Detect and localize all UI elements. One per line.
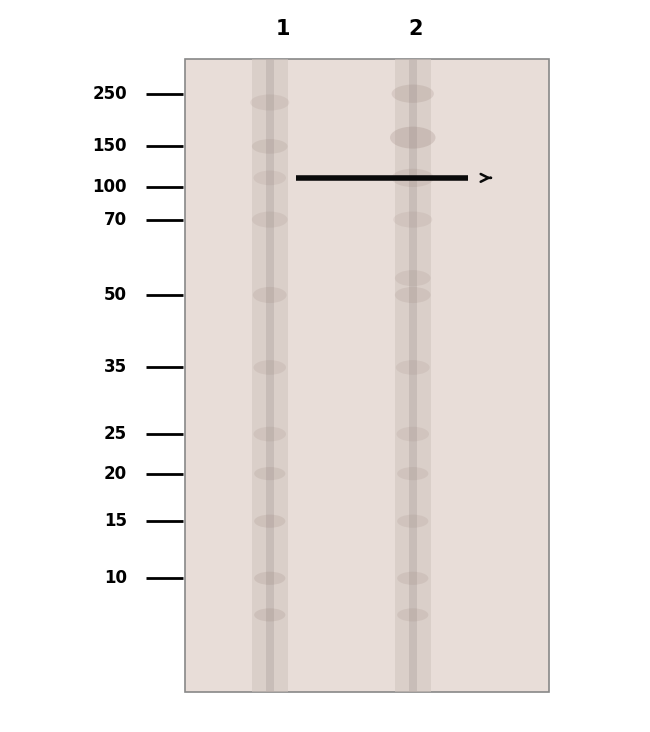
Bar [185, 59, 549, 692]
Ellipse shape [391, 169, 434, 187]
Ellipse shape [254, 572, 285, 585]
Ellipse shape [397, 572, 428, 585]
Ellipse shape [396, 427, 429, 441]
Ellipse shape [397, 467, 428, 480]
Ellipse shape [250, 94, 289, 111]
Text: 10: 10 [104, 569, 127, 587]
Text: 35: 35 [103, 359, 127, 376]
Ellipse shape [397, 608, 428, 621]
Ellipse shape [254, 427, 286, 441]
Text: 25: 25 [103, 425, 127, 443]
Text: 50: 50 [104, 286, 127, 304]
Ellipse shape [397, 515, 428, 528]
Bar [266, 59, 274, 692]
Ellipse shape [254, 608, 285, 621]
Ellipse shape [253, 287, 287, 303]
Ellipse shape [254, 360, 286, 375]
Text: 250: 250 [92, 85, 127, 102]
Bar [395, 59, 430, 692]
Ellipse shape [254, 515, 285, 528]
Text: 150: 150 [92, 138, 127, 155]
Text: 20: 20 [103, 465, 127, 482]
Ellipse shape [390, 127, 436, 149]
Ellipse shape [252, 212, 287, 228]
Text: 2: 2 [409, 19, 423, 40]
Text: 70: 70 [103, 211, 127, 228]
Text: 15: 15 [104, 512, 127, 530]
Bar [409, 59, 417, 692]
Bar [252, 59, 287, 692]
Ellipse shape [395, 287, 430, 303]
Ellipse shape [252, 139, 287, 154]
Ellipse shape [395, 270, 430, 286]
Ellipse shape [396, 360, 430, 375]
Text: 100: 100 [92, 178, 127, 195]
Ellipse shape [254, 467, 285, 480]
Ellipse shape [391, 85, 434, 102]
Ellipse shape [393, 212, 432, 228]
Ellipse shape [254, 171, 286, 185]
Text: 1: 1 [276, 19, 290, 40]
